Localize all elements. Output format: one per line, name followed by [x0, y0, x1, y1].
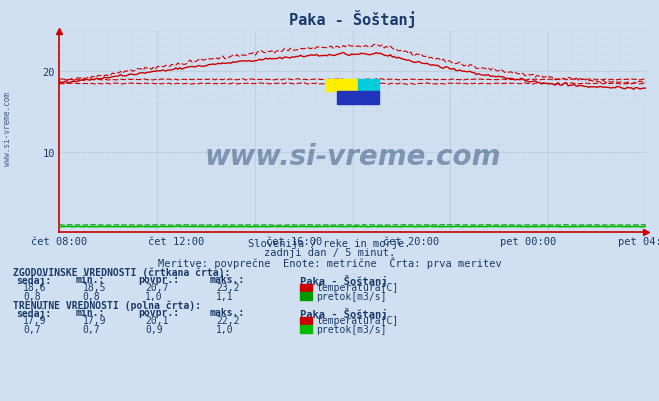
Text: 0,8: 0,8	[82, 291, 100, 301]
Text: 17,9: 17,9	[82, 316, 106, 326]
Text: TRENUTNE VREDNOSTI (polna črta):: TRENUTNE VREDNOSTI (polna črta):	[13, 300, 201, 310]
Text: 1,0: 1,0	[216, 324, 234, 334]
Text: temperatura[C]: temperatura[C]	[316, 316, 399, 326]
Text: 0,9: 0,9	[145, 324, 163, 334]
Text: min.:: min.:	[76, 308, 105, 318]
FancyBboxPatch shape	[326, 80, 358, 92]
Text: sedaj:: sedaj:	[16, 308, 51, 318]
Text: 18,6: 18,6	[23, 283, 47, 293]
Text: sedaj:: sedaj:	[16, 275, 51, 286]
Text: maks.:: maks.:	[210, 308, 244, 318]
Text: 1,1: 1,1	[216, 291, 234, 301]
Text: 0,8: 0,8	[23, 291, 41, 301]
Text: Paka - Šoštanj: Paka - Šoštanj	[300, 308, 387, 320]
Text: 20,7: 20,7	[145, 283, 169, 293]
Text: Meritve: povprečne  Enote: metrične  Črta: prva meritev: Meritve: povprečne Enote: metrične Črta:…	[158, 256, 501, 268]
Text: Paka - Šoštanj: Paka - Šoštanj	[300, 275, 387, 287]
Text: 0,7: 0,7	[23, 324, 41, 334]
Text: temperatura[C]: temperatura[C]	[316, 283, 399, 293]
Text: 18,5: 18,5	[82, 283, 106, 293]
Text: 17,9: 17,9	[23, 316, 47, 326]
FancyBboxPatch shape	[337, 92, 379, 104]
Text: 22,2: 22,2	[216, 316, 240, 326]
Text: Slovenija / reke in morje.: Slovenija / reke in morje.	[248, 239, 411, 249]
Text: maks.:: maks.:	[210, 275, 244, 285]
Text: min.:: min.:	[76, 275, 105, 285]
Text: pretok[m3/s]: pretok[m3/s]	[316, 291, 387, 301]
Text: www.si-vreme.com: www.si-vreme.com	[204, 142, 501, 170]
Text: zadnji dan / 5 minut.: zadnji dan / 5 minut.	[264, 247, 395, 257]
Text: 0,7: 0,7	[82, 324, 100, 334]
Text: ZGODOVINSKE VREDNOSTI (črtkana črta):: ZGODOVINSKE VREDNOSTI (črtkana črta):	[13, 267, 231, 277]
Title: Paka - Šoštanj: Paka - Šoštanj	[289, 10, 416, 28]
Text: povpr.:: povpr.:	[138, 308, 179, 318]
FancyBboxPatch shape	[358, 80, 379, 92]
Text: pretok[m3/s]: pretok[m3/s]	[316, 324, 387, 334]
Text: 23,2: 23,2	[216, 283, 240, 293]
Text: 20,1: 20,1	[145, 316, 169, 326]
Text: www.si-vreme.com: www.si-vreme.com	[3, 91, 13, 165]
Text: 1,0: 1,0	[145, 291, 163, 301]
Text: povpr.:: povpr.:	[138, 275, 179, 285]
